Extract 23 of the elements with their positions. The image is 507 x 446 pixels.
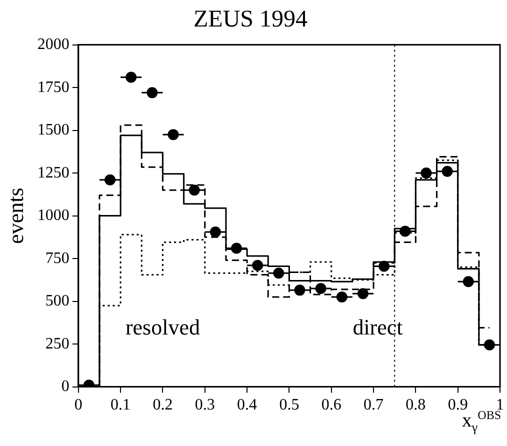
annotation: direct xyxy=(352,314,403,340)
y-tick-label: 2000 xyxy=(37,36,70,54)
y-tick-label: 500 xyxy=(45,292,70,310)
y-tick-label: 1750 xyxy=(37,78,70,96)
x-tick-label: 0.8 xyxy=(406,396,426,414)
x-tick-label: 0 xyxy=(74,396,82,414)
x-tick-label: 0.9 xyxy=(448,396,468,414)
x-tick-label: 0.5 xyxy=(279,396,300,414)
y-tick-label: 750 xyxy=(45,250,70,267)
y-tick-label: 0 xyxy=(61,378,70,396)
x-tick-label: 0.7 xyxy=(364,396,384,414)
chart-title: ZEUS 1994 xyxy=(194,6,308,33)
y-axis-title: events xyxy=(2,188,28,244)
y-tick-label: 1250 xyxy=(37,164,70,182)
x-tick-label: 0.3 xyxy=(194,396,215,414)
y-tick-label: 1500 xyxy=(37,122,70,139)
y-tick-label: 1000 xyxy=(37,207,70,224)
x-tick-label: 0.6 xyxy=(321,396,342,414)
annotation: resolved xyxy=(125,314,200,340)
x-tick-label: 0.4 xyxy=(237,396,258,414)
x-tick-label: 0.2 xyxy=(152,396,173,414)
x-tick-label: 0.1 xyxy=(110,396,131,414)
y-tick-label: 250 xyxy=(45,335,70,352)
